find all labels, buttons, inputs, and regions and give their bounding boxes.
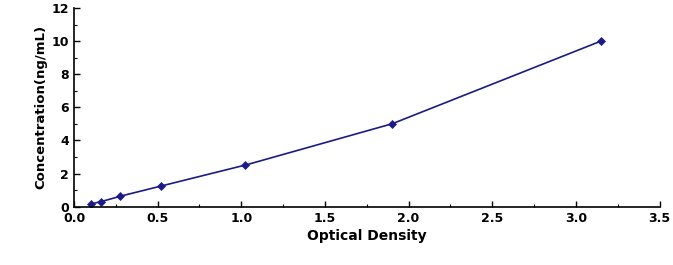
X-axis label: Optical Density: Optical Density: [307, 229, 427, 243]
Y-axis label: Concentration(ng/mL): Concentration(ng/mL): [34, 25, 48, 189]
